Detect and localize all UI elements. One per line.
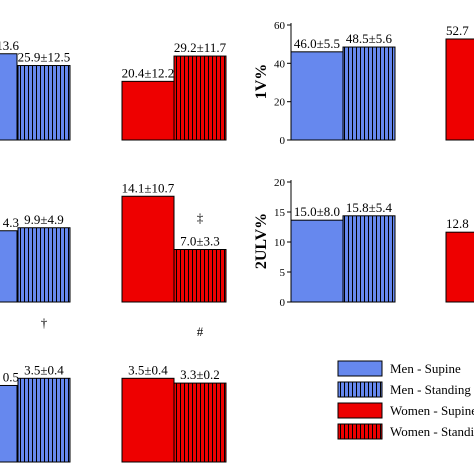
- panel-middle-left: 4.3 9.9±4.9 14.1±10.7 7.0±3.3 ‡: [0, 180, 227, 303]
- data-label-women-supine: 20.4±12.2: [122, 65, 175, 80]
- bar-men-supine: [0, 53, 18, 141]
- legend-label-women-standing: Women - Standing: [390, 424, 474, 439]
- legend-swatch-women-standing: [337, 423, 383, 440]
- data-label-men-standing: 25.9±12.5: [18, 50, 71, 65]
- legend-label-men-standing: Men - Standing: [390, 382, 471, 397]
- data-label-men-supine: 4.3: [3, 215, 19, 230]
- bar-women-standing: [173, 55, 227, 141]
- y-tick-label: 40: [274, 58, 286, 70]
- bar-women-supine: [121, 195, 175, 303]
- y-tick-label: 15: [274, 207, 286, 219]
- significance-mark: †: [41, 315, 48, 330]
- legend-label-women-supine: Women - Supine: [390, 403, 474, 418]
- data-label-men-supine: 15.0±8.0: [294, 204, 340, 219]
- bar-men-standing: [17, 227, 71, 303]
- legend-item-women-supine: Women - Supine: [337, 402, 474, 419]
- bar-men-supine: [290, 219, 344, 303]
- bar-men-supine: [0, 384, 18, 463]
- y-tick-label: 20: [274, 177, 286, 189]
- y-axis-label: 2ULV%: [253, 213, 270, 269]
- data-label-men-supine: 46.0±5.5: [294, 36, 340, 51]
- bar-men-supine: [0, 230, 18, 303]
- bar-women-supine: [445, 231, 474, 303]
- legend-swatch-men-supine: [337, 360, 383, 377]
- y-tick-label: 0: [280, 297, 286, 309]
- panel-top-left: ±13.625.9±12.5 20.4±12.2 29.2±11.7: [0, 38, 227, 141]
- bar-men-standing: [342, 46, 396, 141]
- bar-women-supine: [445, 38, 474, 141]
- y-axis-label: 1V%: [253, 64, 270, 100]
- legend-swatch-men-standing: [337, 381, 383, 398]
- bar-men-standing: [342, 215, 396, 303]
- data-label-men-supine: ±13.6: [0, 38, 19, 53]
- data-label-women-supine: 3.5±0.4: [128, 362, 168, 377]
- data-label-men-standing: 9.9±4.9: [24, 212, 64, 227]
- significance-mark: ‡: [197, 210, 204, 225]
- data-label-men-standing: 15.8±5.4: [346, 200, 393, 215]
- legend-item-women-standing: Women - Standing: [337, 423, 474, 440]
- data-label-men-standing: 48.5±5.6: [346, 31, 393, 46]
- bar-men-supine: [290, 51, 344, 141]
- legend: Men - Supine Men - Standing Women - Supine…: [337, 360, 474, 440]
- data-label-women-supine: 52.7: [446, 23, 469, 38]
- y-tick-label: 20: [274, 97, 286, 109]
- significance-mark: #: [197, 324, 204, 339]
- y-tick-label: 5: [280, 267, 286, 279]
- y-tick-label: 0: [280, 135, 286, 147]
- data-label-men-supine: 0.5: [3, 369, 19, 384]
- bar-men-standing: [17, 377, 71, 463]
- legend-swatch-women-supine: [337, 402, 383, 419]
- bar-women-supine: [121, 80, 175, 141]
- bar-women-supine: [121, 377, 175, 463]
- data-label-women-supine: 14.1±10.7: [122, 180, 175, 195]
- legend-label-men-supine: Men - Supine: [390, 361, 461, 376]
- legend-item-men-standing: Men - Standing: [337, 381, 471, 398]
- panel-bottom-left: 0.5 3.5±0.4 3.5±0.4 3.3±0.2 † #: [0, 315, 227, 463]
- data-label-women-standing: 29.2±11.7: [174, 40, 227, 55]
- bar-women-standing: [173, 249, 227, 303]
- data-label-women-supine: 12.8: [446, 216, 469, 231]
- bar-men-standing: [17, 65, 71, 141]
- data-label-women-standing: 3.3±0.2: [180, 367, 220, 382]
- panel-middle-right: 15.0±8.0 15.8±5.4 12.8 0 5 10 15 20 2ULV%: [253, 177, 474, 309]
- data-label-women-standing: 7.0±3.3: [180, 234, 220, 249]
- legend-item-men-supine: Men - Supine: [337, 360, 461, 377]
- y-tick-label: 60: [274, 20, 286, 32]
- y-tick-label: 10: [274, 237, 286, 249]
- bar-women-standing: [173, 382, 227, 463]
- panel-top-right: 46.0±5.5 48.5±5.6 52.7 0 20 40 60 1V%: [253, 20, 474, 147]
- data-label-men-standing: 3.5±0.4: [24, 362, 64, 377]
